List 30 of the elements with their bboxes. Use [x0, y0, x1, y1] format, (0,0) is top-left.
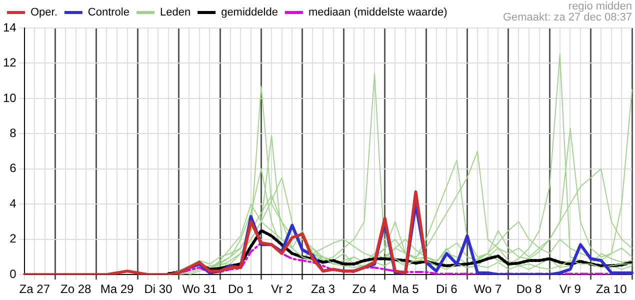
text: regio midden — [568, 0, 632, 13]
x-tick-label: Vr 2 — [271, 282, 293, 296]
x-tick-label: Ma 29 — [100, 282, 134, 296]
legend-label: Oper. — [30, 6, 58, 19]
y-tick-label: 6 — [10, 161, 17, 176]
legend-label: gemiddelde — [221, 6, 278, 19]
y-tick-label: 10 — [2, 90, 17, 105]
legend-label: mediaan (middelste waarde) — [308, 6, 448, 19]
legend-label: Controle — [88, 6, 130, 19]
y-tick-label: 2 — [10, 232, 17, 246]
x-tick-label: Zo 4 — [352, 282, 377, 296]
text: Gemaakt: za 27 dec 08:37 — [502, 12, 632, 24]
y-tick-label: 12 — [2, 56, 17, 70]
x-tick-label: Ma 5 — [392, 282, 420, 296]
x-tick-label: Za 27 — [19, 282, 50, 296]
y-tick-label: 4 — [10, 196, 17, 210]
x-tick-label: Do 1 — [228, 282, 254, 296]
x-tick-label: Do 8 — [516, 282, 542, 296]
x-tick-label: Zo 28 — [60, 282, 92, 296]
x-tick-label: Za 10 — [596, 282, 628, 296]
x-tick-label: Za 3 — [311, 282, 336, 296]
x-tick-label: Di 6 — [436, 282, 458, 296]
y-tick-label: 0 — [10, 266, 17, 281]
y-tick-label: 14 — [2, 20, 17, 34]
legend-label: Leden — [160, 6, 191, 19]
x-tick-label: Di 30 — [144, 282, 173, 296]
x-tick-label: Wo 7 — [474, 282, 502, 296]
x-tick-label: Vr 9 — [559, 282, 582, 296]
y-tick-label: 8 — [10, 126, 17, 140]
x-tick-label: Wo 31 — [182, 282, 217, 296]
